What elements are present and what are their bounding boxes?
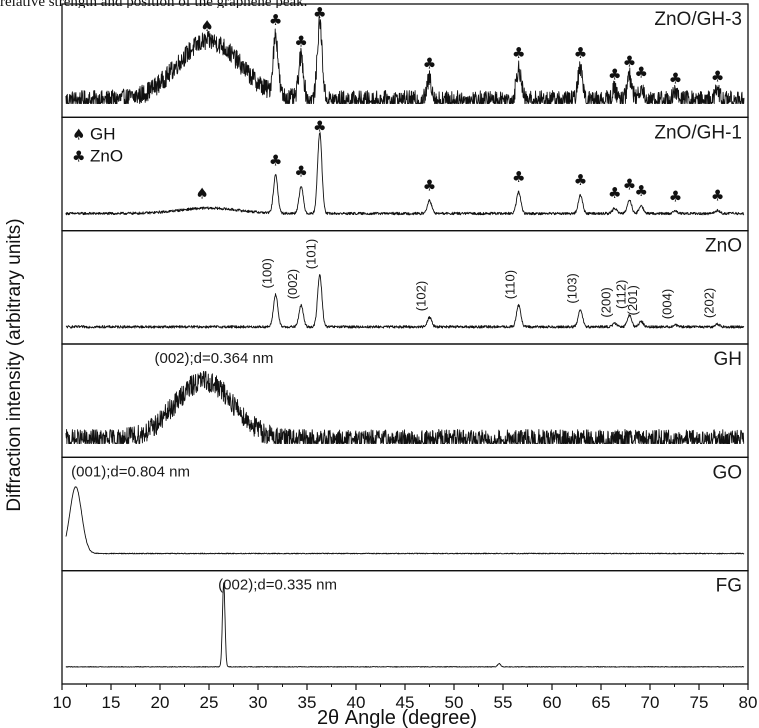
zno-peak-marker: ♣ bbox=[608, 65, 621, 83]
zno-peak-marker: ♣ bbox=[711, 68, 724, 86]
hkl-label: (004) bbox=[660, 289, 675, 319]
zno-peak-marker: ♣ bbox=[313, 117, 326, 135]
gh-peak-marker: ♠ bbox=[195, 184, 208, 202]
hkl-label: (101) bbox=[304, 239, 319, 269]
pattern-line bbox=[65, 370, 745, 445]
x-axis-label: 2θ Angle (degree) bbox=[317, 707, 477, 728]
zno-peak-marker: ♣ bbox=[634, 182, 647, 200]
zno-peak-marker: ♣ bbox=[623, 176, 636, 194]
pattern-line bbox=[65, 132, 745, 216]
x-tick-label: 40 bbox=[347, 693, 366, 712]
panel-zno: ZnO (100) (002) (101) (102) (110) (103) (200) (1… bbox=[61, 230, 749, 345]
panels-layer: ZnO/GH-3♠ ♣♣♣♣♣ ♣♣♣♣ ♣ ♣ZnO/GH-1♠♣♣♣♣ ♣ ♣♣ ♣♣ ♣ ♣… bbox=[61, 3, 749, 685]
x-tick-label: 80 bbox=[739, 693, 758, 712]
pattern-line bbox=[65, 274, 745, 329]
x-tick-label: 70 bbox=[641, 693, 660, 712]
x-tick-label: 75 bbox=[690, 693, 709, 712]
legend-gh-symbol: ♠ bbox=[72, 125, 85, 143]
zno-peak-marker: ♣ bbox=[512, 44, 525, 62]
panel-fg: FG (002);d=0.335 nm bbox=[61, 570, 749, 685]
x-tick-label: 55 bbox=[494, 693, 513, 712]
zno-peak-marker: ♣ bbox=[294, 163, 307, 181]
zno-peak-marker: ♣ bbox=[574, 44, 587, 62]
gh-peak-marker: ♠ bbox=[200, 17, 213, 35]
panel-label: GH bbox=[714, 349, 743, 370]
x-axis: 10 15 20 25 30 35 40 45 50 55 60 65 70 75 80 bbox=[53, 684, 758, 712]
panel-go: GO (001);d=0.804 nm bbox=[61, 456, 749, 572]
x-tick-label: 25 bbox=[200, 693, 219, 712]
x-tick-label: 35 bbox=[298, 693, 317, 712]
hkl-label: (202) bbox=[702, 288, 717, 318]
d-spacing-annotation: (002);d=0.364 nm bbox=[154, 350, 273, 367]
x-tick-label: 45 bbox=[396, 693, 415, 712]
zno-peak-marker: ♣ bbox=[512, 168, 525, 186]
panel-label: GO bbox=[712, 462, 742, 483]
y-axis-label: Diffraction intensity (arbitrary units) bbox=[4, 218, 25, 511]
hkl-label: (002) bbox=[285, 269, 300, 299]
hkl-label: (110) bbox=[503, 270, 518, 299]
zno-peak-marker: ♣ bbox=[711, 186, 724, 204]
d-spacing-annotation: (002);d=0.335 nm bbox=[218, 577, 337, 594]
zno-peak-marker: ♣ bbox=[634, 63, 647, 81]
hkl-label: (103) bbox=[564, 273, 579, 303]
legend-zno-symbol: ♣ bbox=[72, 147, 85, 165]
legend-zno-label: ZnO bbox=[90, 146, 123, 165]
panel-label: ZnO/GH-3 bbox=[654, 9, 742, 30]
x-tick-label: 20 bbox=[151, 693, 170, 712]
hkl-label: (112) bbox=[613, 280, 628, 309]
panel-gh: GH (002);d=0.364 nm bbox=[61, 343, 749, 458]
pattern-line bbox=[65, 486, 745, 555]
zno-peak-marker: ♣ bbox=[313, 4, 326, 22]
legend-gh-label: GH bbox=[90, 124, 116, 143]
zno-peak-marker: ♣ bbox=[294, 32, 307, 50]
x-tick-label: 65 bbox=[592, 693, 611, 712]
legend: ♠ GH ♣ ZnO bbox=[72, 124, 123, 165]
x-tick-label: 50 bbox=[445, 693, 464, 712]
hkl-label: (102) bbox=[414, 281, 429, 311]
hkl-label: (201) bbox=[625, 285, 640, 315]
zno-peak-marker: ♣ bbox=[269, 151, 282, 169]
x-tick-label: 30 bbox=[249, 693, 268, 712]
zno-peak-marker: ♣ bbox=[574, 171, 587, 189]
hkl-label: (100) bbox=[260, 258, 275, 288]
x-tick-label: 10 bbox=[53, 693, 72, 712]
x-tick-label: 15 bbox=[102, 693, 121, 712]
zno-peak-marker: ♣ bbox=[669, 70, 682, 88]
zno-peak-marker: ♣ bbox=[423, 177, 436, 195]
panel-zno-gh-1: ZnO/GH-1♠♣♣♣♣ ♣ ♣♣ ♣♣ ♣ ♣ bbox=[61, 116, 749, 232]
pattern-line bbox=[65, 15, 745, 105]
panel-label: FG bbox=[716, 576, 742, 597]
zno-peak-marker: ♣ bbox=[669, 187, 682, 205]
pattern-line bbox=[65, 582, 745, 668]
d-spacing-annotation: (001);d=0.804 nm bbox=[71, 463, 190, 480]
panel-label: ZnO bbox=[705, 236, 742, 257]
zno-peak-marker: ♣ bbox=[423, 55, 436, 73]
zno-peak-marker: ♣ bbox=[623, 52, 636, 70]
zno-peak-marker: ♣ bbox=[269, 11, 282, 29]
zno-peak-marker: ♣ bbox=[608, 184, 621, 202]
hkl-label: (200) bbox=[599, 287, 614, 317]
x-tick-label: 60 bbox=[543, 693, 562, 712]
panel-label: ZnO/GH-1 bbox=[654, 122, 742, 143]
panel-zno-gh-3: ZnO/GH-3♠ ♣♣♣♣♣ ♣♣♣♣ ♣ ♣ bbox=[61, 3, 749, 118]
